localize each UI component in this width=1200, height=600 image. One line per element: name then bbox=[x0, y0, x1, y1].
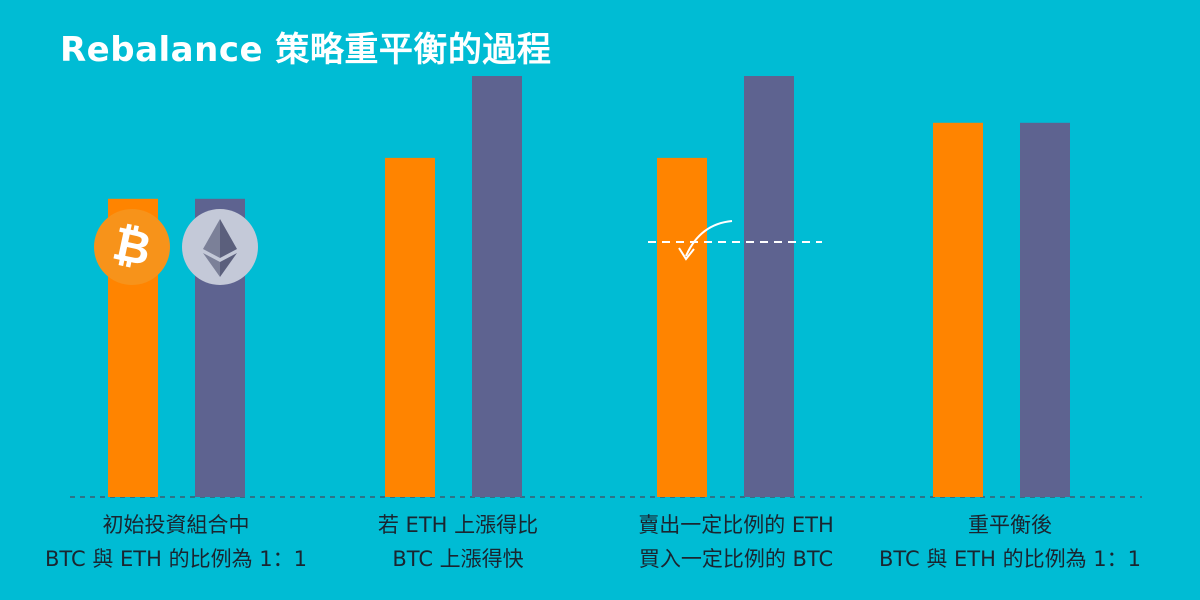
caption-stage-3-line-2: 買入一定比例的 BTC bbox=[638, 547, 834, 571]
caption-stage-3: 賣出一定比例的 ETH 買入一定比例的 BTC bbox=[586, 508, 886, 576]
bars-group bbox=[108, 76, 1070, 498]
eth-bar-stage-2 bbox=[472, 76, 522, 497]
eth-bar-stage-3 bbox=[744, 76, 794, 497]
eth-bar-stage-4 bbox=[1020, 122, 1070, 497]
page-title: Rebalance 策略重平衡的過程 bbox=[60, 30, 552, 70]
caption-stage-4-line-2: BTC 與 ETH 的比例為 1：1 bbox=[879, 547, 1141, 571]
bitcoin-icon: ₿ bbox=[94, 209, 170, 285]
ethereum-icon bbox=[182, 209, 258, 285]
rebalance-arrow-icon bbox=[678, 220, 733, 261]
caption-stage-4-line-1: 重平衡後 bbox=[968, 513, 1052, 537]
btc-bar-stage-2 bbox=[385, 157, 435, 497]
caption-stage-2-line-2: BTC 上漲得快 bbox=[392, 547, 524, 571]
caption-stage-2-line-1: 若 ETH 上漲得比 bbox=[377, 513, 539, 537]
caption-stage-1-line-2: BTC 與 ETH 的比例為 1：1 bbox=[45, 547, 307, 571]
caption-stage-4: 重平衡後 BTC 與 ETH 的比例為 1：1 bbox=[860, 508, 1160, 576]
caption-stage-1-line-1: 初始投資組合中 bbox=[102, 513, 250, 537]
caption-stage-3-line-1: 賣出一定比例的 ETH bbox=[638, 513, 834, 537]
caption-stage-2: 若 ETH 上漲得比 BTC 上漲得快 bbox=[308, 508, 608, 576]
btc-bar-stage-4 bbox=[933, 122, 983, 497]
btc-bar-stage-3 bbox=[657, 157, 707, 497]
caption-stage-1: 初始投資組合中 BTC 與 ETH 的比例為 1：1 bbox=[26, 508, 326, 576]
